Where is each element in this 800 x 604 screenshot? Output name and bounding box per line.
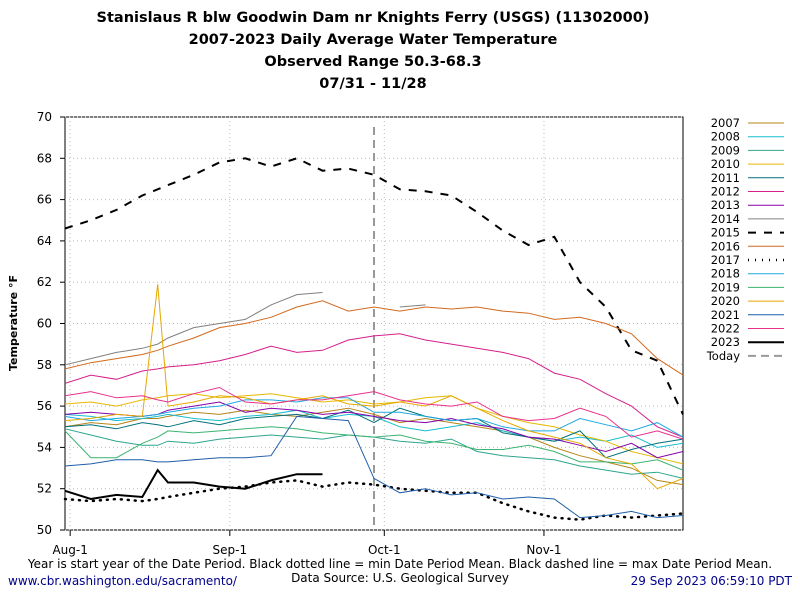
- legend-label: 2021: [711, 308, 740, 322]
- title-line: Stanislaus R blw Goodwin Dam nr Knights …: [97, 10, 650, 26]
- legend-label: 2007: [711, 116, 740, 130]
- y-tick-label: 62: [37, 275, 52, 289]
- series-line: [64, 426, 684, 471]
- y-tick-label: 66: [37, 193, 52, 207]
- legend-label: 2022: [711, 322, 740, 336]
- legend-label: 2012: [711, 185, 740, 199]
- x-tick-label: Oct-1: [368, 543, 401, 557]
- series-line: [64, 300, 684, 376]
- legend-label: 2020: [711, 294, 740, 308]
- x-tick-label: Nov-1: [526, 543, 561, 557]
- legend-label: 2010: [711, 157, 740, 171]
- x-tick-label: Sep-1: [213, 543, 248, 557]
- footer-note: Year is start year of the Date Period. B…: [27, 557, 772, 571]
- footer-source: Data Source: U.S. Geological Survey: [291, 571, 509, 585]
- legend-label: 2018: [711, 267, 740, 281]
- footer-url[interactable]: www.cbr.washington.edu/sacramento/: [8, 574, 238, 588]
- series-line: [64, 386, 684, 440]
- series-line: [64, 292, 426, 366]
- y-tick-label: 70: [37, 110, 52, 124]
- legend-label: 2016: [711, 239, 740, 253]
- title-line: 2007-2023 Daily Average Water Temperatur…: [189, 32, 558, 48]
- series-line: [64, 409, 684, 448]
- series-line: [64, 468, 323, 501]
- y-tick-label: 68: [37, 151, 52, 165]
- legend-label: 2011: [711, 171, 740, 185]
- y-tick-label: 54: [37, 440, 52, 454]
- footer-timestamp: 29 Sep 2023 06:59:10 PDT: [631, 574, 793, 588]
- legend-label: 2015: [711, 226, 740, 240]
- y-tick-label: 64: [37, 234, 52, 248]
- series-line: [64, 407, 684, 486]
- legend-label: 2019: [711, 280, 740, 294]
- title-line: Observed Range 50.3-68.3: [264, 54, 481, 70]
- legend-label: 2017: [711, 253, 740, 267]
- y-tick-label: 56: [37, 399, 52, 413]
- series-line: [64, 284, 684, 490]
- x-tick-label: Aug-1: [52, 543, 87, 557]
- legend-label: Today: [706, 349, 740, 363]
- y-tick-label: 52: [37, 482, 52, 496]
- legend-label: 2023: [711, 335, 740, 349]
- y-tick-label: 60: [37, 317, 52, 331]
- series-line: [64, 415, 684, 519]
- legend-label: 2013: [711, 198, 740, 212]
- y-tick-label: 58: [37, 358, 52, 372]
- series-line: [64, 393, 684, 465]
- series-line: [64, 333, 684, 438]
- title-line: 07/31 - 11/28: [319, 76, 426, 92]
- y-axis-label: Temperature °F: [7, 275, 20, 371]
- legend-label: 2009: [711, 143, 740, 157]
- series-line: [64, 157, 684, 415]
- legend-label: 2014: [711, 212, 740, 226]
- legend-label: 2008: [711, 130, 740, 144]
- y-tick-label: 50: [37, 523, 52, 537]
- series-line: [63, 479, 685, 521]
- series-line: [64, 407, 684, 459]
